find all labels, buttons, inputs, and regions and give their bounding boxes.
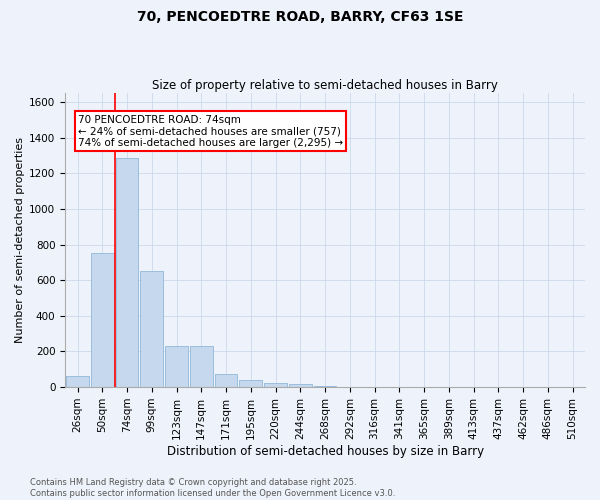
Title: Size of property relative to semi-detached houses in Barry: Size of property relative to semi-detach… [152, 79, 498, 92]
Bar [140, 272, 163, 387]
Bar [190, 346, 212, 387]
Bar [239, 380, 262, 387]
Text: 70 PENCOEDTRE ROAD: 74sqm
← 24% of semi-detached houses are smaller (757)
74% of: 70 PENCOEDTRE ROAD: 74sqm ← 24% of semi-… [78, 114, 343, 148]
Text: 70, PENCOEDTRE ROAD, BARRY, CF63 1SE: 70, PENCOEDTRE ROAD, BARRY, CF63 1SE [137, 10, 463, 24]
Bar [289, 384, 312, 387]
Bar [91, 252, 113, 387]
Bar [215, 374, 238, 387]
X-axis label: Distribution of semi-detached houses by size in Barry: Distribution of semi-detached houses by … [167, 444, 484, 458]
Text: Contains HM Land Registry data © Crown copyright and database right 2025.
Contai: Contains HM Land Registry data © Crown c… [30, 478, 395, 498]
Bar [165, 346, 188, 387]
Y-axis label: Number of semi-detached properties: Number of semi-detached properties [15, 137, 25, 343]
Bar [116, 158, 139, 387]
Bar [66, 376, 89, 387]
Bar [264, 382, 287, 387]
Bar [314, 386, 337, 387]
